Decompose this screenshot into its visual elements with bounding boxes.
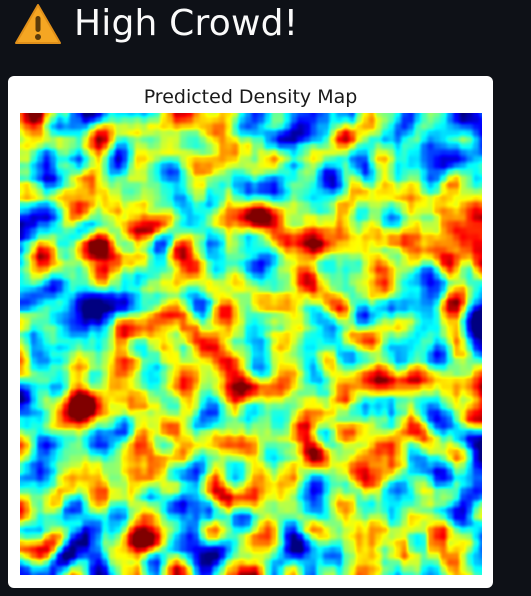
warning-icon (15, 4, 61, 44)
density-heatmap (20, 113, 482, 575)
figure-title: Predicted Density Map (143, 86, 358, 108)
alert-title: High Crowd! (74, 3, 299, 44)
alert-heading: High Crowd! (14, 0, 298, 48)
density-map-figure: Predicted Density Map (8, 76, 493, 588)
